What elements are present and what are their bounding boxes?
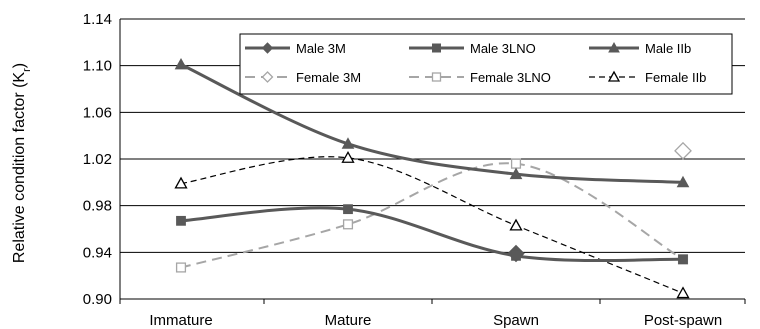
x-tick-label: Post-spawn <box>644 312 722 329</box>
point-male-3lno <box>343 204 353 215</box>
point-female-iib <box>509 218 523 231</box>
point-male-3lno <box>678 254 688 265</box>
y-tick-label: 1.02 <box>83 151 112 168</box>
point-female-3m <box>674 141 692 160</box>
legend-marker-male-iib <box>608 41 620 53</box>
x-tick-label: Mature <box>325 312 372 329</box>
point-male-3lno <box>511 250 521 261</box>
point-female-iib <box>174 176 188 189</box>
y-axis-title-subscript: r <box>21 68 33 72</box>
x-tick-labels: Immature Mature Spawn Post-spawn <box>149 312 722 329</box>
legend-marker-male-3m <box>261 42 274 54</box>
series-line-female-iib <box>180 156 684 294</box>
legend-marker-female-3m <box>261 71 274 83</box>
point-male-iib <box>341 137 355 149</box>
y-axis-title-text: Relative condition factor (K <box>11 72 28 264</box>
x-tick-label: Spawn <box>493 312 539 329</box>
legend-label-male-3m: Male 3M <box>296 41 346 56</box>
legend-box <box>239 33 733 95</box>
y-tick-label: 0.94 <box>83 244 112 261</box>
point-male-iib <box>509 167 523 180</box>
y-tick-label: 0.98 <box>83 198 112 215</box>
y-tick-label: 1.14 <box>83 11 112 28</box>
y-tick-label: 1.10 <box>83 58 112 75</box>
y-axis-title-close: ) <box>11 63 28 68</box>
y-tick-label: 0.90 <box>83 291 112 308</box>
y-tick-label: 1.06 <box>83 104 112 121</box>
legend-marker-female-iib <box>607 70 621 82</box>
series-line-male-iib <box>180 63 684 184</box>
point-female-iib <box>341 150 355 163</box>
legend-marker-male-3lno <box>432 43 441 53</box>
point-male-iib <box>676 175 690 188</box>
legend-label-female-iib: Female IIb <box>645 70 706 85</box>
series-lines <box>174 57 692 299</box>
legend-label-female-3m: Female 3M <box>296 70 361 85</box>
series-line-male-3lno <box>180 206 684 263</box>
point-female-3lno <box>175 262 187 273</box>
point-female-3lno <box>510 158 522 169</box>
point-male-iib <box>174 57 188 70</box>
point-female-3lno <box>342 219 354 230</box>
y-tick-labels: 0.90 0.94 0.98 1.02 1.06 1.10 1.14 <box>83 11 112 308</box>
legend-label-male-3lno: Male 3LNO <box>470 41 536 56</box>
point-female-iib <box>676 286 690 299</box>
x-tick-label: Immature <box>149 312 212 329</box>
point-male-3lno <box>176 215 186 226</box>
legend-label-male-iib: Male IIb <box>645 41 691 56</box>
legend-label-female-3lno: Female 3LNO <box>470 70 551 85</box>
y-axis-title: Relative condition factor (Kr) <box>11 63 33 263</box>
legend: Male 3M Male 3LNO Male IIb Female 3M Female … <box>239 33 733 95</box>
legend-marker-female-3lno <box>431 72 442 82</box>
